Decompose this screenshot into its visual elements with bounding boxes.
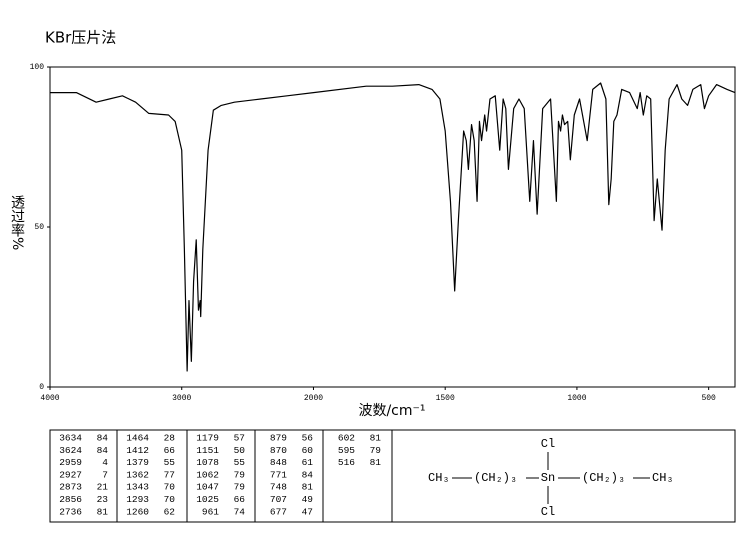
peak-transmittance: 81 <box>370 433 382 444</box>
left-end: CH₃ <box>428 471 450 485</box>
x-tick-label: 2000 <box>304 394 323 403</box>
x-tick-label: 500 <box>701 394 716 403</box>
chart-title: KBr压片法 <box>45 29 116 47</box>
bonds <box>452 452 650 504</box>
peak-wavenumber: 1362 <box>126 469 149 480</box>
peak-transmittance: 70 <box>164 494 176 505</box>
peak-transmittance: 84 <box>97 445 109 456</box>
peak-transmittance: 4 <box>102 457 108 468</box>
peak-transmittance: 81 <box>97 506 109 517</box>
peak-transmittance: 74 <box>234 506 246 517</box>
peak-wavenumber: 516 <box>338 457 355 468</box>
peak-wavenumber: 3624 <box>59 445 82 456</box>
peak-wavenumber: 2873 <box>59 482 82 493</box>
peak-wavenumber: 748 <box>270 482 287 493</box>
peak-wavenumber: 1062 <box>196 469 219 480</box>
peak-wavenumber: 1293 <box>126 494 149 505</box>
peak-transmittance: 66 <box>164 445 176 456</box>
peak-wavenumber: 1464 <box>126 433 149 444</box>
table-dividers <box>116 430 393 522</box>
peak-wavenumber: 879 <box>270 433 287 444</box>
peak-wavenumber: 1151 <box>196 445 219 456</box>
center-atom: Sn <box>541 471 555 485</box>
peak-wavenumber: 2959 <box>59 457 82 468</box>
peak-transmittance: 21 <box>97 482 109 493</box>
peak-wavenumber: 1179 <box>196 433 219 444</box>
peak-wavenumber: 2736 <box>59 506 82 517</box>
peak-wavenumber: 771 <box>270 469 287 480</box>
peak-transmittance: 79 <box>234 482 246 493</box>
atom-top: Cl <box>541 437 555 451</box>
y-tick-label: 0 <box>39 383 44 392</box>
peak-wavenumber: 3634 <box>59 433 82 444</box>
peak-transmittance: 66 <box>234 494 246 505</box>
peak-transmittance: 28 <box>164 433 176 444</box>
peak-transmittance: 84 <box>97 433 109 444</box>
peak-transmittance: 81 <box>370 457 382 468</box>
peak-transmittance: 23 <box>97 494 109 505</box>
peak-transmittance: 55 <box>164 457 176 468</box>
peak-transmittance: 55 <box>234 457 246 468</box>
peak-transmittance: 79 <box>234 469 246 480</box>
plot-frame <box>49 66 736 388</box>
peak-wavenumber: 1343 <box>126 482 149 493</box>
peak-transmittance: 62 <box>164 506 176 517</box>
y-axis-label: 透过率% <box>9 195 25 250</box>
y-tick-label: 50 <box>34 223 44 232</box>
peak-wavenumber: 1025 <box>196 494 219 505</box>
peak-transmittance: 49 <box>302 494 314 505</box>
peak-transmittance: 70 <box>164 482 176 493</box>
peak-transmittance: 81 <box>302 482 314 493</box>
peak-wavenumber: 1379 <box>126 457 149 468</box>
peak-transmittance: 61 <box>302 457 314 468</box>
peak-transmittance: 56 <box>302 433 314 444</box>
y-tick-label: 100 <box>30 63 45 72</box>
peak-wavenumber: 1260 <box>126 506 149 517</box>
peak-wavenumber: 870 <box>270 445 287 456</box>
peak-wavenumber: 1412 <box>126 445 149 456</box>
peak-wavenumber: 1047 <box>196 482 219 493</box>
x-tick-label: 3000 <box>172 394 191 403</box>
spectrum-line <box>50 82 736 372</box>
peak-wavenumber: 2856 <box>59 494 82 505</box>
peak-transmittance: 50 <box>234 445 246 456</box>
peak-transmittance: 60 <box>302 445 314 456</box>
x-tick-label: 4000 <box>40 394 59 403</box>
peak-wavenumber: 595 <box>338 445 355 456</box>
x-tick-label: 1500 <box>436 394 455 403</box>
x-tick-label: 1000 <box>567 394 586 403</box>
right-chain: (CH₂)₃ <box>582 471 625 485</box>
peak-transmittance: 47 <box>302 506 313 517</box>
peak-transmittance: 79 <box>370 445 382 456</box>
peak-transmittance: 77 <box>164 469 175 480</box>
peak-transmittance: 7 <box>102 469 108 480</box>
peak-wavenumber: 707 <box>270 494 287 505</box>
right-end: CH₃ <box>652 471 674 485</box>
peak-wavenumber: 848 <box>270 457 287 468</box>
peak-transmittance: 84 <box>302 469 314 480</box>
left-chain: (CH₂)₃ <box>474 471 517 485</box>
peak-wavenumber: 602 <box>338 433 355 444</box>
x-axis-label: 波数/cm⁻¹ <box>358 403 425 419</box>
peak-transmittance: 57 <box>234 433 245 444</box>
peak-wavenumber: 961 <box>202 506 219 517</box>
peak-wavenumber: 2927 <box>59 469 82 480</box>
atom-bottom: Cl <box>541 505 555 519</box>
peak-wavenumber: 1078 <box>196 457 219 468</box>
peak-wavenumber: 677 <box>270 506 287 517</box>
